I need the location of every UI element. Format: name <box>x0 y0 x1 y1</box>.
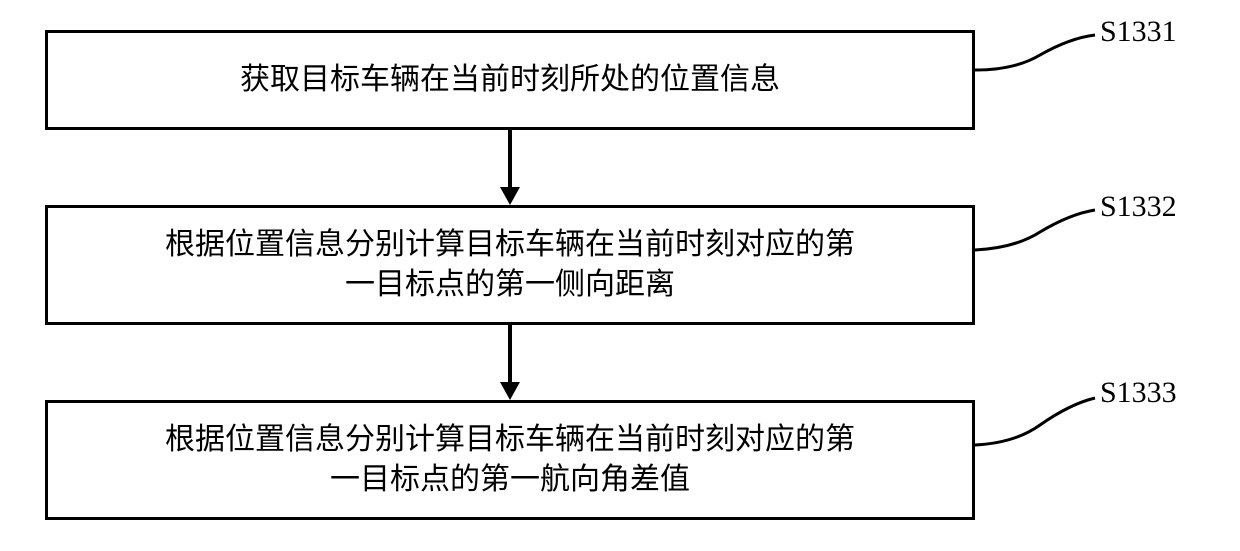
flow-node-text: 根据位置信息分别计算目标车辆在当前时刻对应的第 一目标点的第一航向角差值 <box>165 420 855 501</box>
arrow-stem <box>508 325 512 382</box>
step-label-s1332: S1332 <box>1100 190 1177 224</box>
flow-node-s1333: 根据位置信息分别计算目标车辆在当前时刻对应的第 一目标点的第一航向角差值 <box>45 400 975 520</box>
flow-node-text: 根据位置信息分别计算目标车辆在当前时刻对应的第 一目标点的第一侧向距离 <box>165 225 855 306</box>
step-label-s1331: S1331 <box>1100 15 1177 49</box>
flow-node-text: 获取目标车辆在当前时刻所处的位置信息 <box>240 60 780 101</box>
flowchart-canvas: { "flow": { "type": "flowchart", "backgr… <box>0 0 1240 551</box>
arrow-stem <box>508 130 512 187</box>
arrow-head-icon <box>500 382 520 400</box>
arrow-head-icon <box>500 187 520 205</box>
flow-node-s1332: 根据位置信息分别计算目标车辆在当前时刻对应的第 一目标点的第一侧向距离 <box>45 205 975 325</box>
flow-node-s1331: 获取目标车辆在当前时刻所处的位置信息 <box>45 30 975 130</box>
step-label-s1333: S1333 <box>1100 376 1177 410</box>
